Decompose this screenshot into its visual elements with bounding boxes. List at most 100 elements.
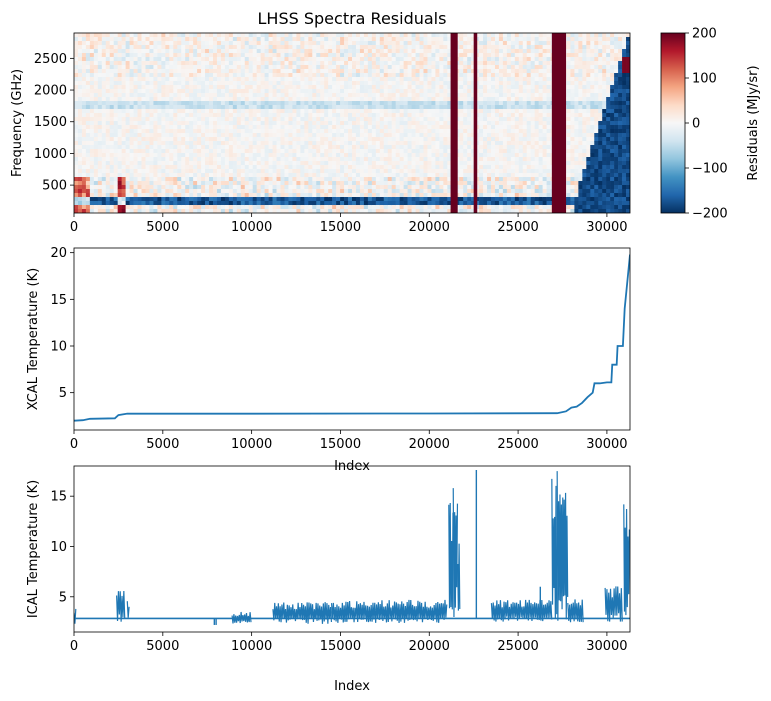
heatmap-cell <box>355 185 361 190</box>
heatmap-cell <box>498 153 504 158</box>
heatmap-cell <box>189 93 194 98</box>
heatmap-cell <box>324 33 329 38</box>
heatmap-cell <box>471 49 476 54</box>
heatmap-cell <box>391 77 396 82</box>
heatmap-cell <box>169 49 174 54</box>
heatmap-cell <box>268 73 273 78</box>
heatmap-cell <box>510 185 516 190</box>
heatmap-cell <box>363 81 369 86</box>
heatmap-cell <box>431 101 436 106</box>
heatmap-cell <box>113 205 118 210</box>
heatmap-cell <box>312 181 317 186</box>
heatmap-cell <box>387 85 393 90</box>
heatmap-cell <box>177 73 182 78</box>
heatmap-cell <box>97 61 103 66</box>
heatmap-cell <box>161 45 166 50</box>
heatmap-cell <box>141 137 146 142</box>
heatmap-cell <box>510 177 516 182</box>
heatmap-cell <box>483 125 488 130</box>
heatmap-cell <box>97 105 103 110</box>
heatmap-cell <box>173 45 178 50</box>
heatmap-cell <box>475 141 480 146</box>
heatmap-cell <box>363 169 369 174</box>
heatmap-cell <box>74 125 79 130</box>
heatmap-cell <box>284 45 289 50</box>
heatmap-cell <box>324 37 329 42</box>
heatmap-cell <box>264 81 269 86</box>
heatmap-cell <box>117 201 122 206</box>
heatmap-cell <box>149 49 154 54</box>
heatmap-cell <box>494 53 500 58</box>
heatmap-cell <box>276 117 281 122</box>
heatmap-cell <box>161 185 166 190</box>
heatmap-cell <box>272 205 277 210</box>
heatmap-cell <box>97 73 103 78</box>
heatmap-cell <box>467 61 472 66</box>
heatmap-cell <box>137 33 142 38</box>
heatmap-cell <box>411 85 416 90</box>
heatmap-cell <box>197 177 202 182</box>
heatmap-cell <box>236 209 242 213</box>
heatmap-cell <box>81 201 87 206</box>
heatmap-cell <box>502 145 508 150</box>
heatmap-cell <box>161 181 166 186</box>
heatmap-cell <box>89 169 95 174</box>
heatmap-cell <box>232 197 238 202</box>
heatmap-cell <box>443 157 448 162</box>
heatmap-cell <box>463 33 468 38</box>
heatmap-cell <box>268 85 273 90</box>
heatmap-cell <box>109 85 115 90</box>
heatmap-cell <box>101 113 107 118</box>
heatmap-cell <box>244 93 250 98</box>
heatmap-cell <box>201 185 206 190</box>
heatmap-cell <box>304 61 309 66</box>
heatmap-cell <box>216 81 222 86</box>
heatmap-cell <box>205 133 210 138</box>
heatmap-cell <box>352 81 357 86</box>
heatmap-cell <box>498 81 504 86</box>
heatmap-cell <box>252 153 257 158</box>
heatmap-cell <box>256 77 261 82</box>
heatmap-cell <box>185 61 190 66</box>
heatmap-cell <box>272 57 277 62</box>
heatmap-cell <box>209 53 214 58</box>
heatmap-cell <box>197 141 202 146</box>
heatmap-cell <box>228 61 234 66</box>
heatmap-cell <box>344 161 349 166</box>
heatmap-cell <box>463 161 468 166</box>
heatmap-cell <box>248 65 254 70</box>
heatmap-cell <box>193 85 198 90</box>
heatmap-cell <box>391 185 396 190</box>
heatmap-cell <box>85 37 91 42</box>
heatmap-cell <box>173 137 178 142</box>
heatmap-cell <box>431 185 436 190</box>
heatmap-cell <box>395 125 400 130</box>
heatmap-cell <box>145 125 150 130</box>
heatmap-cell <box>145 185 150 190</box>
heatmap-cell <box>355 109 361 114</box>
heatmap-cell <box>379 185 385 190</box>
heatmap-cell <box>157 85 162 90</box>
heatmap-cell <box>391 37 396 42</box>
heatmap-cell <box>117 57 122 62</box>
heatmap-cell <box>288 109 293 114</box>
heatmap-cell <box>367 89 373 94</box>
heatmap-cell <box>105 37 111 42</box>
heatmap-cell <box>502 105 508 110</box>
heatmap-cell <box>177 77 182 82</box>
heatmap-cell <box>324 165 329 170</box>
heatmap-cell <box>395 209 400 213</box>
heatmap-cell <box>77 185 83 190</box>
heatmap-cell <box>272 113 277 118</box>
heatmap-cell <box>260 73 265 78</box>
heatmap-cell <box>77 61 83 66</box>
heatmap-cell <box>121 53 126 58</box>
heatmap-cell <box>459 53 464 58</box>
heatmap-cell <box>471 209 476 213</box>
heatmap-cell <box>216 41 222 46</box>
heatmap-cell <box>224 37 230 42</box>
heatmap-cell <box>268 113 273 118</box>
heatmap-cell <box>248 185 254 190</box>
heatmap-cell <box>216 133 222 138</box>
heatmap-cell <box>435 33 440 38</box>
